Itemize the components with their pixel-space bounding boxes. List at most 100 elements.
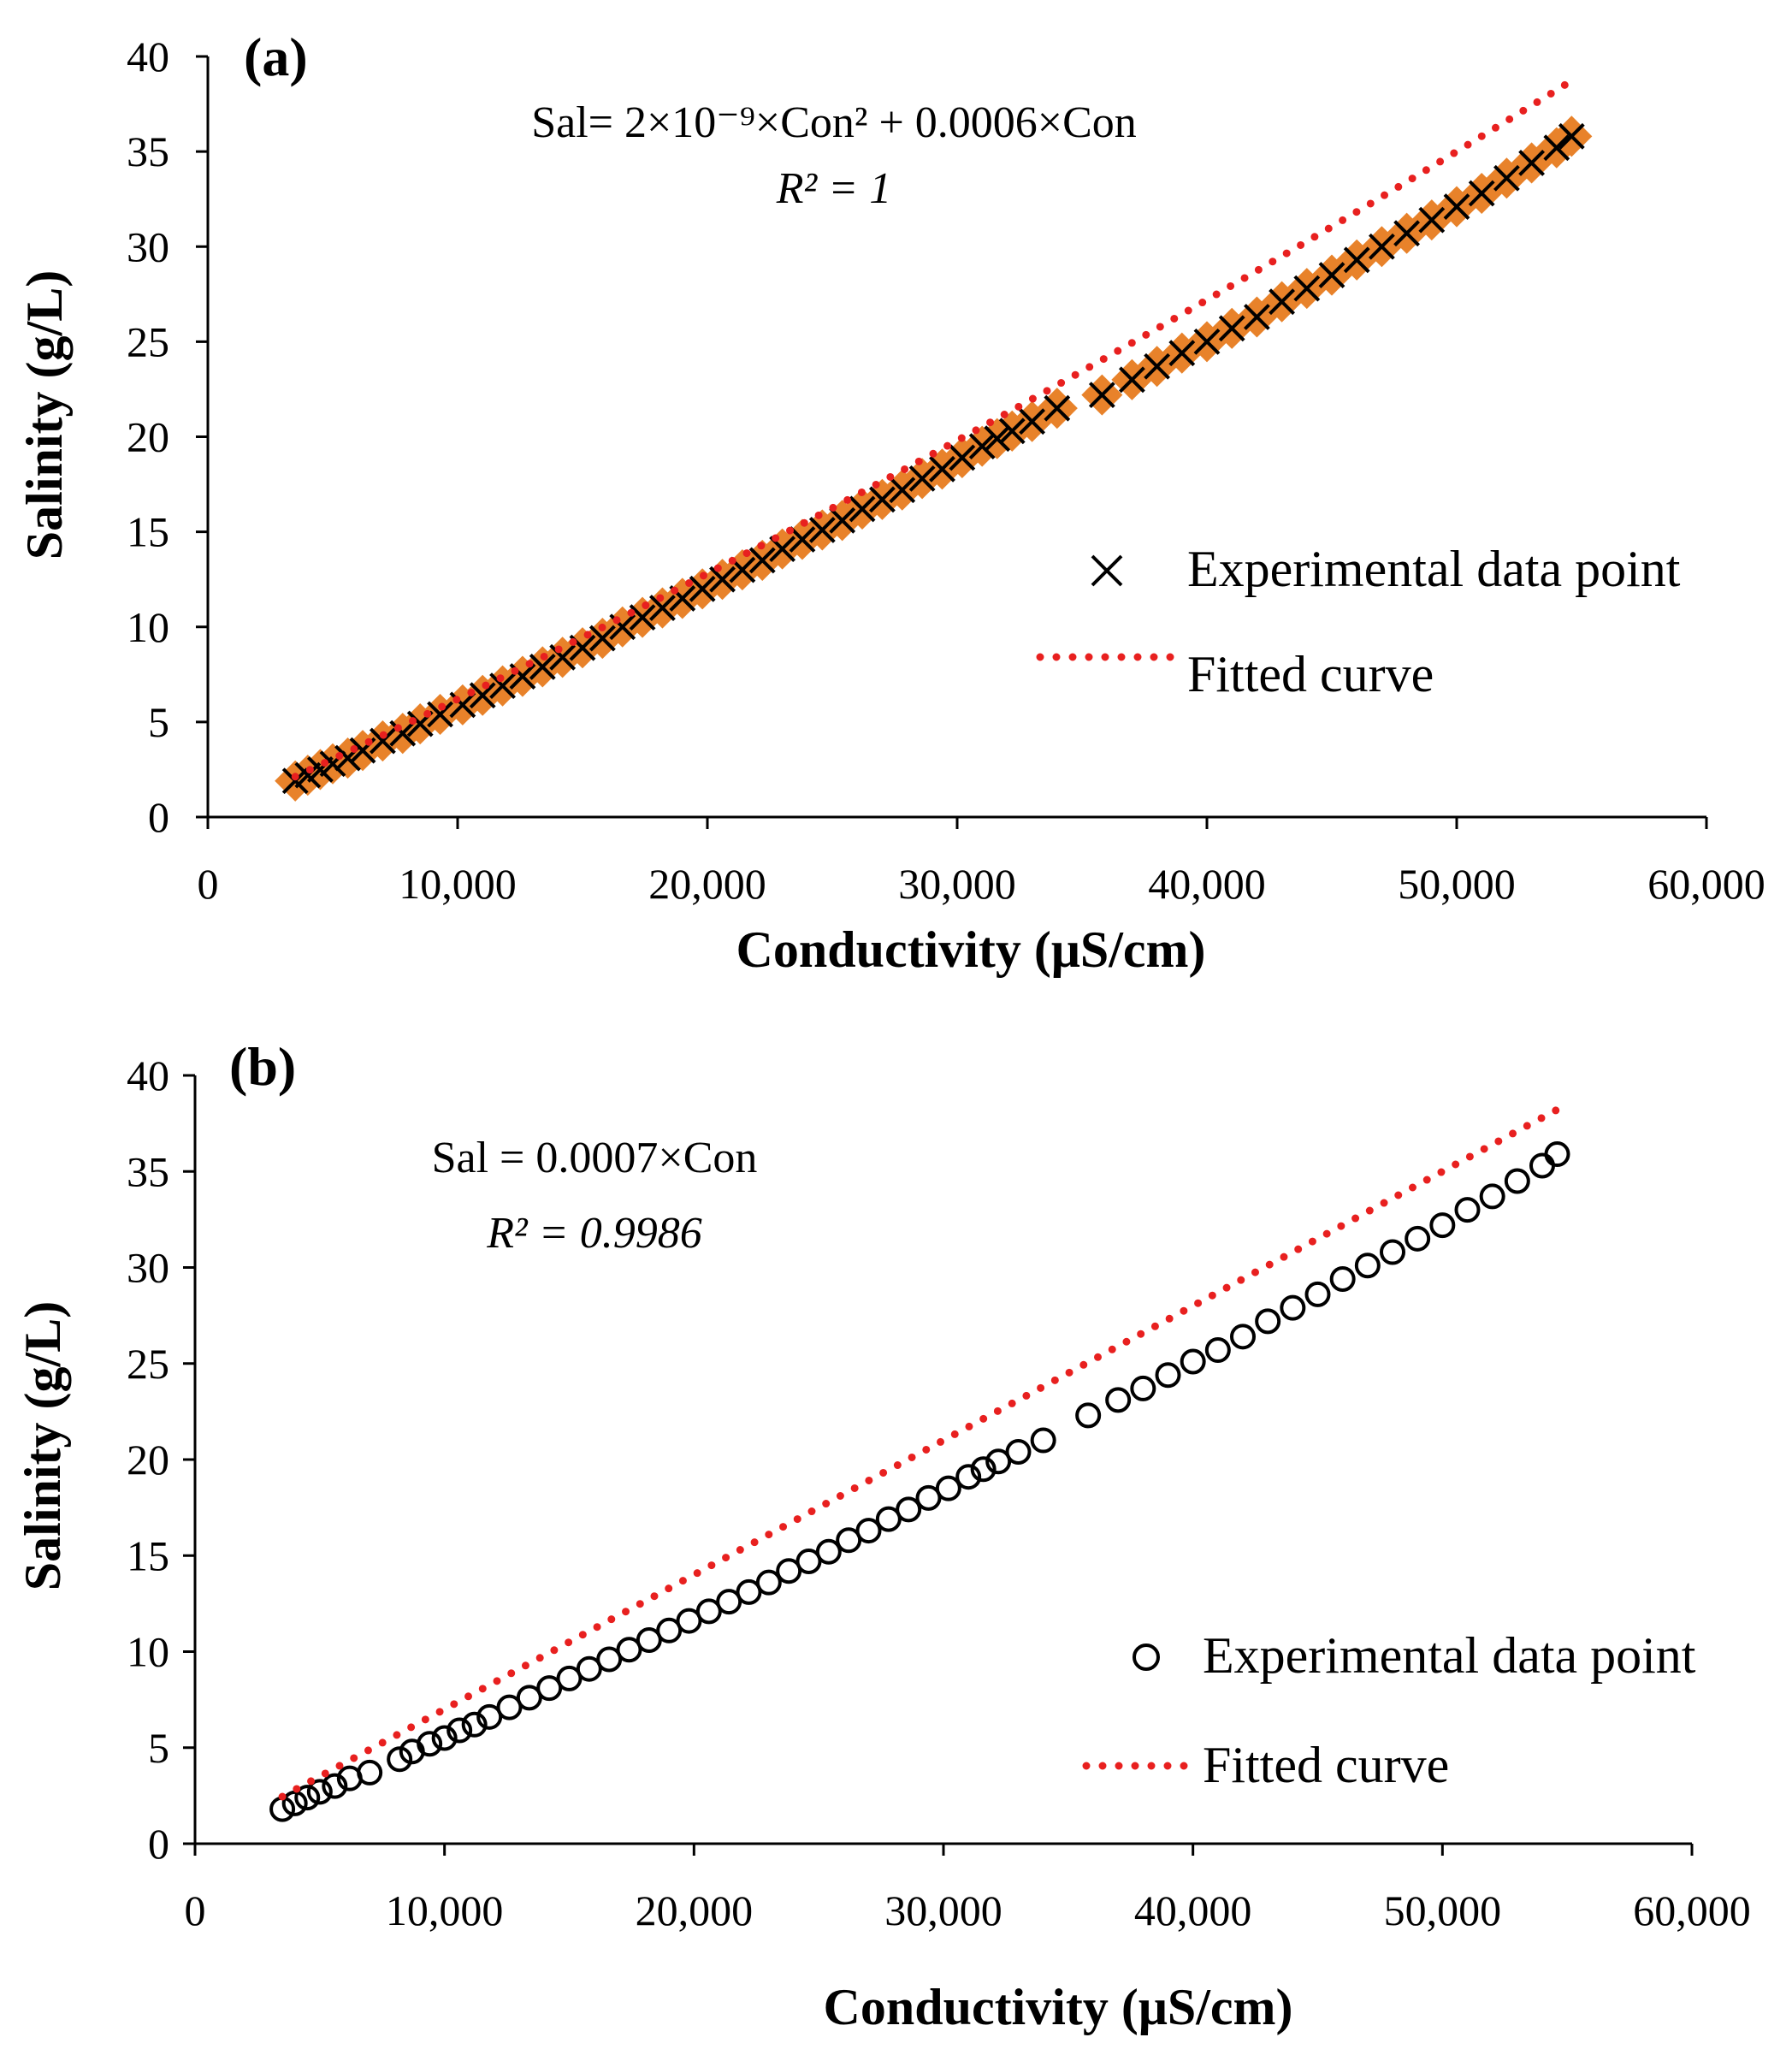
panel-a-data-points: [275, 115, 1593, 802]
data-point: [649, 595, 676, 621]
data-point: [516, 1685, 542, 1711]
data-point: [588, 625, 616, 652]
panel-b-fitted-curve: [278, 1105, 1561, 1801]
data-point: [427, 701, 453, 728]
data-point: [1044, 394, 1071, 422]
x-tick-label: 0: [185, 1886, 206, 1934]
panel-a-label: (a): [244, 27, 308, 87]
panel-b-x-axis-title: Conductivity (μS/cm): [824, 1979, 1293, 2035]
data-point: [908, 465, 936, 492]
data-point: [417, 1731, 443, 1757]
data-point: [829, 506, 856, 534]
data-point: [1468, 180, 1495, 207]
data-point: [808, 516, 836, 543]
data-point: [695, 1598, 722, 1625]
x-tick-label: 30,000: [884, 1886, 1002, 1934]
data-point: [789, 526, 816, 553]
panel-a-legend-data-label: Experimental data point: [1187, 541, 1681, 597]
panel-b-legend-data-label: Experimental data point: [1203, 1627, 1696, 1684]
panel-a-r-squared: R² = 1: [776, 164, 891, 213]
data-point: [1218, 315, 1245, 342]
data-point: [469, 682, 496, 709]
y-tick-label: 0: [148, 793, 169, 841]
data-point: [1005, 1439, 1032, 1466]
data-point: [1019, 408, 1046, 435]
data-point: [461, 1711, 488, 1738]
panel-a-legend-fit-label: Fitted curve: [1187, 646, 1434, 702]
data-point: [1493, 164, 1520, 192]
data-point: [322, 1773, 348, 1799]
data-point: [776, 1558, 802, 1584]
data-point: [1168, 340, 1196, 367]
data-point: [476, 1703, 503, 1730]
data-point: [1105, 1387, 1132, 1413]
y-tick-label: 20: [127, 413, 169, 461]
x-tick-label: 60,000: [1647, 860, 1765, 908]
data-point: [1544, 1141, 1570, 1168]
y-tick-label: 15: [127, 508, 169, 556]
x-tick-label: 50,000: [1384, 1886, 1502, 1934]
data-point: [1454, 1197, 1481, 1223]
data-point: [1193, 328, 1221, 355]
data-point: [556, 1665, 583, 1691]
panel-a-legend: Experimental data point Fitted curve: [1036, 541, 1681, 702]
data-point: [736, 1578, 762, 1605]
data-point: [387, 1746, 413, 1773]
data-point: [985, 1448, 1012, 1475]
y-tick-label: 30: [127, 1244, 169, 1292]
data-point: [849, 495, 876, 523]
data-point: [935, 1475, 961, 1501]
data-point: [1558, 122, 1585, 150]
panel-b-legend: Experimental data point Fitted curve: [1082, 1627, 1696, 1793]
panel-a-legend-x-marker: [1091, 554, 1123, 587]
data-point: [1418, 206, 1446, 234]
panel-a: (a) 0 10,000 20,000 30,000 40,000 50,000 60,00…: [16, 27, 1765, 978]
data-point: [1393, 220, 1421, 247]
data-point: [709, 566, 736, 593]
x-tick-label: 20,000: [636, 1886, 754, 1934]
panel-b-r-squared: R² = 0.9986: [486, 1209, 701, 1258]
y-tick-label: 10: [127, 603, 169, 651]
data-point: [1443, 193, 1470, 220]
y-tick-label: 25: [127, 1340, 169, 1388]
data-point: [636, 1627, 662, 1654]
data-point: [549, 643, 577, 671]
panel-b-equation: Sal = 0.0007×Con: [432, 1134, 758, 1182]
panel-b-label: (b): [229, 1036, 296, 1097]
x-tick-label: 40,000: [1148, 860, 1266, 908]
data-point: [357, 1759, 383, 1786]
data-point: [306, 1779, 333, 1805]
data-point: [1230, 1324, 1256, 1350]
data-point: [949, 444, 976, 471]
data-point: [431, 1725, 458, 1751]
y-tick-label: 15: [127, 1531, 169, 1579]
x-tick-label: 0: [198, 860, 219, 908]
data-point: [1380, 1239, 1405, 1265]
x-tick-label: 10,000: [399, 860, 517, 908]
x-tick-label: 40,000: [1134, 1886, 1252, 1934]
x-tick-label: 20,000: [648, 860, 766, 908]
panel-b: (b) 0 10,000 20,000 30,000 40,000 50,000 60,00…: [15, 1036, 1751, 2035]
y-tick-label: 40: [127, 33, 169, 80]
panel-a-x-axis-title: Conductivity (μS/cm): [736, 921, 1206, 978]
data-point: [489, 672, 516, 700]
y-tick-label: 20: [127, 1436, 169, 1484]
panel-a-equation: Sal= 2×10⁻⁹×Con² + 0.0006×Con: [531, 98, 1137, 147]
data-point: [656, 1617, 683, 1643]
data-point: [836, 1527, 862, 1554]
data-point: [1343, 246, 1370, 274]
panel-b-data-points: [269, 1141, 1570, 1822]
data-point: [929, 455, 955, 483]
data-point: [716, 1589, 742, 1615]
data-point: [1304, 1281, 1331, 1307]
data-point: [998, 418, 1026, 445]
data-point: [755, 1569, 782, 1596]
data-point: [629, 604, 656, 631]
x-tick-label: 10,000: [386, 1886, 504, 1934]
data-point: [955, 1464, 982, 1490]
data-point: [1354, 1253, 1381, 1279]
panel-b-axes: 0 10,000 20,000 30,000 40,000 50,000 60,000 0 5 1…: [127, 1051, 1751, 1934]
y-tick-label: 5: [148, 1724, 169, 1772]
data-point: [795, 1548, 822, 1574]
data-point: [1030, 1427, 1056, 1454]
